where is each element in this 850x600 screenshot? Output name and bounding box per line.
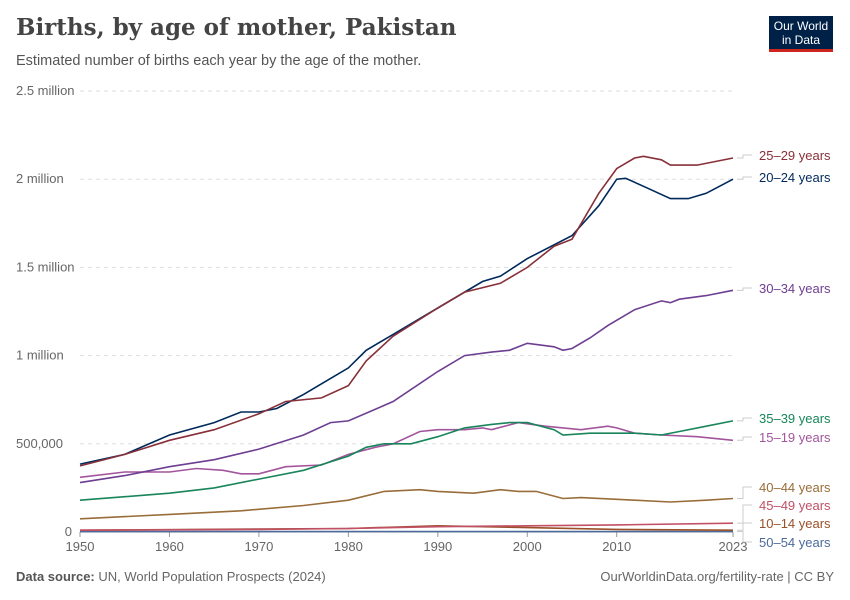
series-label: 10–14 years [759,516,831,531]
x-tick-label: 1970 [244,539,273,554]
data-source: Data source: UN, World Population Prospe… [16,569,326,584]
y-tick-label: 500,000 [16,436,63,451]
credit-link[interactable]: OurWorldinData.org/fertility-rate | CC B… [600,569,834,584]
label-connector [737,176,752,180]
series-label: 45–49 years [759,498,831,513]
label-connector [737,530,752,543]
y-tick-label: 1.5 million [16,259,75,274]
source-text: UN, World Population Prospects (2024) [98,569,326,584]
series-line [79,155,734,467]
label-connector [737,417,752,422]
label-connector [737,154,752,159]
series-line [79,522,734,531]
series-label: 40–44 years [759,480,831,495]
series-line [79,488,734,520]
y-tick-label: 0 [65,524,72,539]
label-connector [737,287,752,291]
owid-logo[interactable]: Our World in Data [769,16,833,52]
label-connector [737,486,752,499]
series-label: 15–19 years [759,430,831,445]
series-label: 50–54 years [759,535,831,550]
y-tick-label: 2 million [16,171,64,186]
y-tick-label: 2.5 million [16,83,75,98]
series-line [79,421,734,479]
chart-title: Births, by age of mother, Pakistan [16,14,457,41]
label-connector [737,504,752,524]
series-line [79,420,734,501]
chart-subtitle: Estimated number of births each year by … [16,53,422,69]
source-label: Data source: [16,569,95,584]
x-tick-label: 1990 [423,539,452,554]
y-tick-label: 1 million [16,348,64,363]
x-tick-label: 1960 [155,539,184,554]
series-line [79,177,734,465]
x-tick-label: 2010 [602,539,631,554]
label-connector [737,522,752,531]
series-label: 20–24 years [759,170,831,185]
series-line [79,289,734,484]
series-label: 30–34 years [759,281,831,296]
x-tick-label: 1950 [66,539,95,554]
series-label: 25–29 years [759,148,831,163]
series-label: 35–39 years [759,411,831,426]
x-tick-label: 1980 [334,539,363,554]
x-tick-label: 2000 [513,539,542,554]
label-connector [737,436,752,441]
x-tick-label: 2023 [719,539,748,554]
